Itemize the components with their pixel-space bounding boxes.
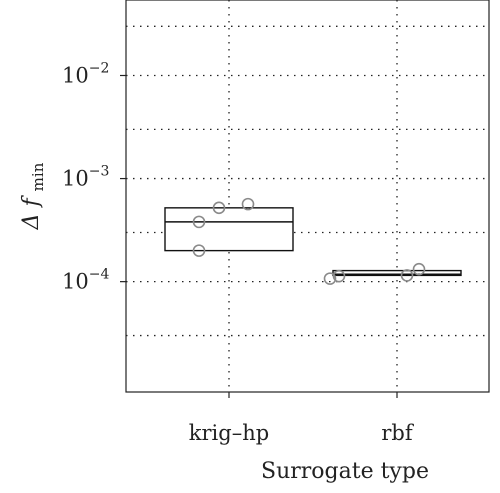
y-axis-title: Δ f min bbox=[19, 162, 47, 230]
boxes bbox=[165, 208, 461, 276]
y-tick-label: 10−2 bbox=[62, 60, 109, 87]
plot-frame bbox=[126, 0, 489, 392]
box-rect bbox=[165, 208, 293, 251]
y-axis-ticks: 10−2 10−3 10−4 bbox=[62, 60, 126, 293]
y-axis-title-main: Δ f bbox=[19, 194, 44, 230]
y-tick-label: 10−3 bbox=[62, 164, 109, 191]
svg-text:Δ f min: Δ f min bbox=[19, 162, 47, 230]
x-tick-label: krig–hp bbox=[189, 421, 269, 445]
box-krig-hp bbox=[165, 208, 293, 251]
x-tick-label: rbf bbox=[381, 421, 414, 445]
y-axis-title-sub: min bbox=[29, 162, 47, 191]
x-axis-title: Surrogate type bbox=[261, 459, 429, 484]
y-tick-label: 10−4 bbox=[62, 267, 109, 294]
x-axis-ticks: krig–hp rbf bbox=[189, 392, 415, 445]
box-rbf bbox=[333, 271, 461, 276]
gridlines bbox=[126, 0, 489, 392]
